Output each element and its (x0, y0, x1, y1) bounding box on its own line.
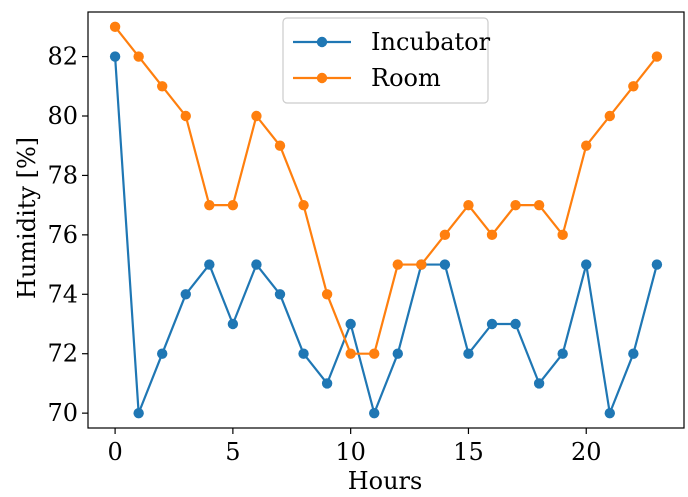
data-point-room (251, 111, 261, 121)
data-point-room (652, 51, 662, 61)
data-point-incubator (463, 349, 473, 359)
y-tick-label: 78 (47, 161, 78, 189)
data-point-room (181, 111, 191, 121)
y-tick-label: 72 (47, 340, 78, 368)
series-line-incubator (115, 57, 657, 414)
data-point-room (157, 81, 167, 91)
x-axis-ticks: 0 5 10 15 20 (107, 428, 601, 466)
data-point-incubator (181, 289, 191, 299)
y-tick-label: 70 (47, 399, 78, 427)
y-tick-label: 82 (47, 43, 78, 71)
x-tick-label: 0 (107, 438, 122, 466)
data-point-room (440, 230, 450, 240)
data-point-room (393, 259, 403, 269)
data-point-room (133, 51, 143, 61)
data-point-incubator (345, 319, 355, 329)
data-point-incubator (557, 349, 567, 359)
data-point-incubator (369, 408, 379, 418)
y-tick-label: 76 (47, 221, 78, 249)
y-tick-label: 80 (47, 102, 78, 130)
y-tick-label: 74 (47, 280, 78, 308)
data-point-incubator (628, 349, 638, 359)
data-point-room (605, 111, 615, 121)
data-point-room (487, 230, 497, 240)
y-axis-ticks: 70 72 74 76 78 80 82 (47, 43, 88, 428)
data-point-room (463, 200, 473, 210)
data-point-room (416, 259, 426, 269)
data-point-incubator (652, 259, 662, 269)
data-point-incubator (251, 259, 261, 269)
x-tick-label: 10 (335, 438, 366, 466)
legend-marker-room (317, 73, 327, 83)
x-tick-label: 20 (571, 438, 602, 466)
data-point-room (628, 81, 638, 91)
data-point-room (510, 200, 520, 210)
data-point-incubator (157, 349, 167, 359)
data-point-incubator (110, 51, 120, 61)
data-point-room (228, 200, 238, 210)
data-point-incubator (204, 259, 214, 269)
data-point-incubator (534, 378, 544, 388)
series-incubator (110, 51, 662, 418)
data-point-incubator (487, 319, 497, 329)
data-point-incubator (275, 289, 285, 299)
data-point-incubator (393, 349, 403, 359)
data-point-incubator (440, 259, 450, 269)
y-axis-label: Humidity [%] (13, 137, 41, 299)
x-axis-label: Hours (348, 467, 423, 495)
data-point-room (369, 349, 379, 359)
data-point-incubator (133, 408, 143, 418)
data-point-room (345, 349, 355, 359)
data-point-incubator (228, 319, 238, 329)
data-point-room (557, 230, 567, 240)
legend-label-incubator: Incubator (371, 28, 491, 56)
data-point-incubator (510, 319, 520, 329)
data-point-room (275, 141, 285, 151)
data-point-incubator (581, 259, 591, 269)
data-point-incubator (298, 349, 308, 359)
legend-marker-incubator (317, 37, 327, 47)
data-point-room (298, 200, 308, 210)
data-point-room (322, 289, 332, 299)
data-point-room (581, 141, 591, 151)
legend: Incubator Room (283, 18, 491, 103)
x-tick-label: 15 (453, 438, 484, 466)
data-point-incubator (322, 378, 332, 388)
data-point-room (110, 22, 120, 32)
data-point-incubator (605, 408, 615, 418)
legend-label-room: Room (371, 64, 441, 92)
x-tick-label: 5 (225, 438, 240, 466)
data-point-room (534, 200, 544, 210)
data-point-room (204, 200, 214, 210)
